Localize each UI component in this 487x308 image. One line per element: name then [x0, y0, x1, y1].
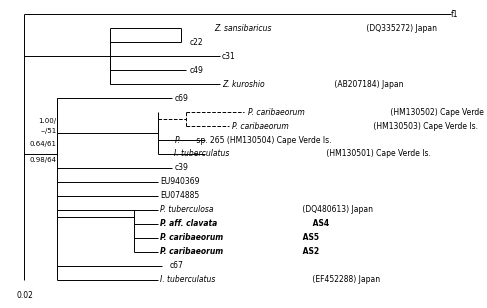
Text: 0.02: 0.02 — [17, 291, 34, 300]
Text: (DQ480613) Japan: (DQ480613) Japan — [300, 205, 373, 214]
Text: P. caribaeorum: P. caribaeorum — [248, 107, 305, 116]
Text: c39: c39 — [174, 164, 188, 172]
Text: AS2: AS2 — [300, 247, 319, 256]
Text: Z. sansibaricus: Z. sansibaricus — [214, 24, 271, 33]
Text: c49: c49 — [190, 66, 204, 75]
Text: I. tuberculatus: I. tuberculatus — [160, 275, 215, 284]
Text: (EF452288) Japan: (EF452288) Japan — [310, 275, 380, 284]
Text: c22: c22 — [190, 38, 204, 47]
Text: P. caribaeorum: P. caribaeorum — [160, 233, 223, 242]
Text: AS5: AS5 — [300, 233, 318, 242]
Text: I. tuberculatus: I. tuberculatus — [174, 149, 230, 159]
Text: 1.00/: 1.00/ — [38, 118, 56, 124]
Text: --/51: --/51 — [40, 128, 56, 134]
Text: (HM130502) Cape Verde Is.: (HM130502) Cape Verde Is. — [388, 107, 487, 116]
Text: c69: c69 — [174, 94, 188, 103]
Text: P. caribaeorum: P. caribaeorum — [232, 122, 288, 131]
Text: (HM130503) Cape Verde Is.: (HM130503) Cape Verde Is. — [371, 122, 478, 131]
Text: sp. 265 (HM130504) Cape Verde Is.: sp. 265 (HM130504) Cape Verde Is. — [194, 136, 332, 144]
Text: P. caribaeorum: P. caribaeorum — [160, 247, 223, 256]
Text: (DQ335272) Japan: (DQ335272) Japan — [363, 24, 436, 33]
Text: EU940369: EU940369 — [160, 177, 200, 186]
Text: P.: P. — [174, 136, 180, 144]
Text: 0.98/64: 0.98/64 — [29, 157, 56, 163]
Text: (HM130501) Cape Verde Is.: (HM130501) Cape Verde Is. — [324, 149, 431, 159]
Text: AS4: AS4 — [310, 219, 329, 228]
Text: f1: f1 — [451, 10, 459, 19]
Text: P. tuberculosa: P. tuberculosa — [160, 205, 213, 214]
Text: c31: c31 — [222, 52, 236, 61]
Text: c67: c67 — [169, 261, 184, 270]
Text: P. aff. clavata: P. aff. clavata — [160, 219, 217, 228]
Text: EU074885: EU074885 — [160, 192, 199, 201]
Text: (AB207184) Japan: (AB207184) Japan — [332, 80, 403, 89]
Text: Z. kuroshio: Z. kuroshio — [222, 80, 264, 89]
Text: 0.64/61: 0.64/61 — [29, 141, 56, 147]
